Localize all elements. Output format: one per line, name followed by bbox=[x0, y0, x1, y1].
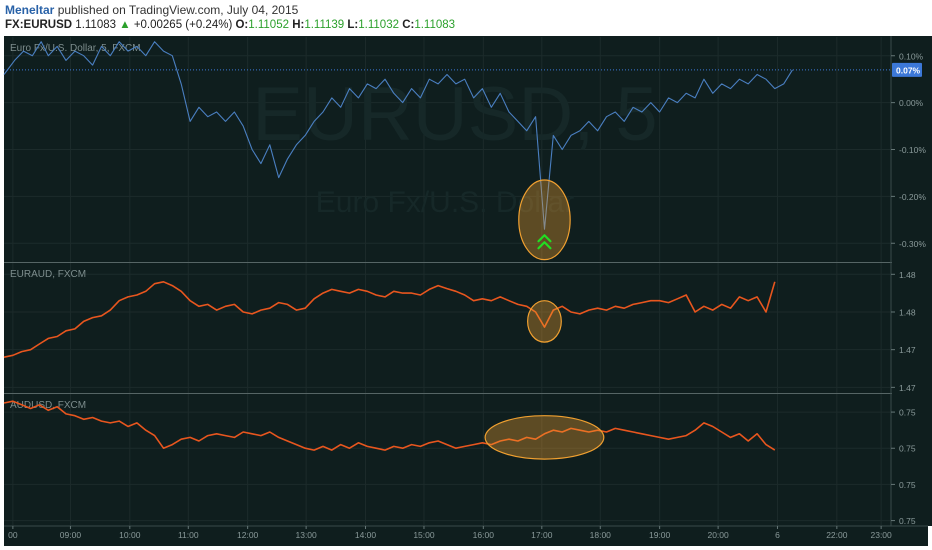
header: Meneltar published on TradingView.com, J… bbox=[0, 0, 932, 36]
x-tick-label: 16:00 bbox=[473, 530, 495, 540]
highlight-ellipse[interactable] bbox=[484, 415, 605, 460]
x-tick-label: 12:00 bbox=[237, 530, 259, 540]
x-tick-label: 11:00 bbox=[178, 530, 199, 540]
close-label: C: bbox=[402, 19, 415, 31]
pane-2[interactable]: EURAUD, FXCM bbox=[3, 262, 928, 358]
x-tick-label: 20:00 bbox=[707, 530, 729, 540]
y-tick-label: 1.47 bbox=[899, 383, 916, 393]
y-tick-label: 0.75 bbox=[899, 408, 916, 418]
y-tick-label: 0.10% bbox=[899, 51, 924, 61]
x-tick-label: 18:00 bbox=[590, 530, 612, 540]
high-label: H: bbox=[292, 19, 305, 31]
x-tick-label: 00 bbox=[8, 530, 18, 540]
x-tick-label: 10:00 bbox=[119, 530, 141, 540]
y-tick-label: -0.30% bbox=[899, 239, 926, 249]
last-value-label: 0.07% bbox=[896, 65, 921, 75]
y-tick-label: -0.10% bbox=[899, 145, 926, 155]
double-chevron-up-icon bbox=[537, 234, 552, 250]
y-tick-label: 1.48 bbox=[899, 307, 916, 317]
y-tick-label: 1.47 bbox=[899, 345, 916, 355]
chart-background bbox=[4, 36, 892, 546]
ohlc-line: FX:EURUSD 1.11083 ▲ +0.00265 (+0.24%) O:… bbox=[5, 19, 455, 31]
watermark-sub: Euro Fx/U.S. Dollar bbox=[316, 186, 574, 219]
open-value: 1.11052 bbox=[248, 19, 289, 31]
price-axis[interactable] bbox=[892, 36, 932, 526]
pane-title: EURAUD, FXCM bbox=[10, 269, 86, 280]
grid-lines bbox=[4, 37, 890, 526]
low-value: 1.11032 bbox=[358, 19, 399, 31]
last-value-badge bbox=[892, 62, 922, 77]
y-tick-label: 1.48 bbox=[899, 270, 916, 280]
pane-3[interactable]: AUDUSD, FXCM bbox=[3, 393, 928, 451]
highlight-ellipse[interactable] bbox=[527, 300, 562, 343]
last-price: 1.11083 bbox=[75, 19, 117, 31]
pane-title: Euro Fx/U.S. Dollar, 5, FXCM bbox=[10, 43, 141, 54]
x-tick-label: 13:00 bbox=[295, 530, 317, 540]
symbol-label[interactable]: FX:EURUSD bbox=[5, 19, 73, 31]
high-value: 1.11139 bbox=[304, 19, 345, 31]
price-change: +0.00265 (+0.24%) bbox=[133, 19, 233, 31]
x-tick-label: 23:00 bbox=[870, 530, 892, 540]
x-tick-label: 15:00 bbox=[413, 530, 435, 540]
publish-line: Meneltar published on TradingView.com, J… bbox=[5, 3, 298, 17]
x-tick-label: 14:00 bbox=[355, 530, 377, 540]
watermark-main: EURUSD, 5 bbox=[252, 72, 657, 157]
x-tick-label: 6 bbox=[775, 530, 780, 540]
triangle-up-icon: ▲ bbox=[119, 19, 131, 31]
x-tick-label: 09:00 bbox=[60, 530, 82, 540]
y-tick-label: 0.75 bbox=[899, 444, 916, 454]
pane-1[interactable]: Euro Fx/U.S. Dollar, 5, FXCM bbox=[3, 41, 890, 230]
time-axis[interactable] bbox=[4, 526, 928, 546]
series-line[interactable] bbox=[3, 281, 776, 358]
close-value: 1.11083 bbox=[414, 19, 456, 31]
x-tick-label: 17:00 bbox=[531, 530, 553, 540]
author-link[interactable]: Meneltar bbox=[5, 3, 55, 17]
y-tick-label: -0.20% bbox=[899, 192, 926, 202]
series-line[interactable] bbox=[3, 400, 776, 451]
published-text: published on TradingView.com, July 04, 2… bbox=[57, 3, 299, 17]
low-label: L: bbox=[347, 19, 359, 31]
highlight-ellipse[interactable] bbox=[518, 179, 571, 261]
pane-title: AUDUSD, FXCM bbox=[10, 400, 86, 411]
y-tick-label: 0.75 bbox=[899, 480, 916, 490]
x-tick-label: 19:00 bbox=[649, 530, 671, 540]
y-tick-label: 0.00% bbox=[899, 98, 924, 108]
x-tick-label: 22:00 bbox=[826, 530, 848, 540]
open-label: O: bbox=[235, 19, 249, 31]
series-line[interactable] bbox=[3, 41, 793, 230]
y-tick-label: 0.75 bbox=[899, 516, 916, 526]
